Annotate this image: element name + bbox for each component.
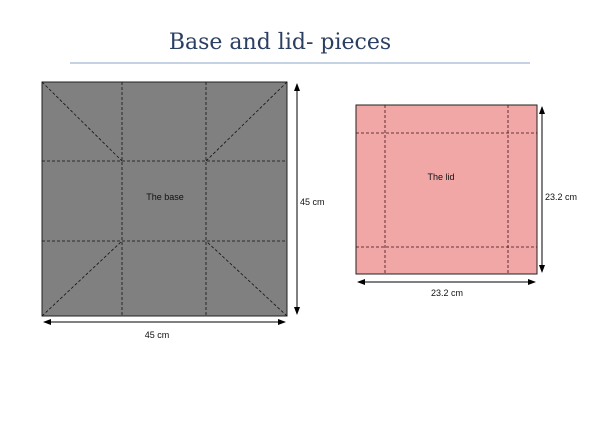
slide-title: Base and lid- pieces — [168, 30, 392, 55]
lid-fold-lines — [356, 105, 537, 274]
lid-piece: The lid — [355, 104, 538, 275]
base-label: The base — [146, 192, 184, 202]
base-piece: The base — [41, 81, 288, 317]
base-fold-lines — [41, 81, 288, 317]
base-width-label: 45 cm — [145, 330, 170, 340]
lid-height-label: 23.2 cm — [545, 192, 577, 202]
base-height-label: 45 cm — [300, 197, 325, 207]
lid-label: The lid — [427, 172, 454, 182]
lid-width-label: 23.2 cm — [431, 288, 463, 298]
